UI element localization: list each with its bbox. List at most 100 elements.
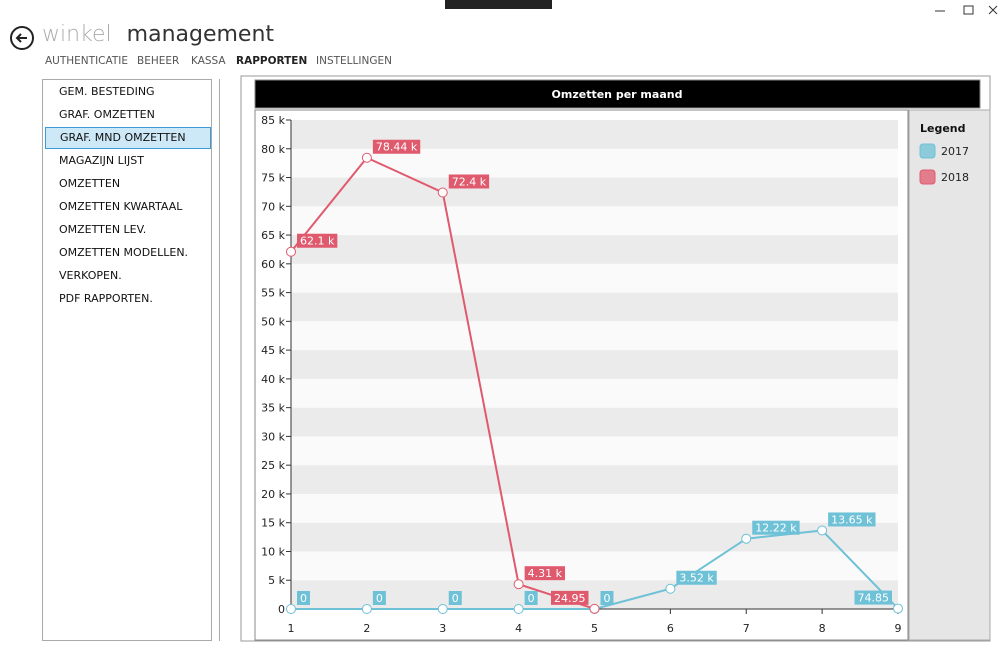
nav-item[interactable]: RAPPORTEN	[236, 55, 308, 67]
data-label-bg	[372, 139, 421, 154]
data-label-bg	[828, 512, 876, 527]
sidebar-item[interactable]: GRAF. MND OMZETTEN	[45, 127, 211, 149]
data-label-group: 4.31 k	[524, 566, 565, 581]
sidebar-item[interactable]: OMZETTEN MODELLEN.	[59, 246, 189, 259]
data-label-group: 0	[600, 591, 614, 605]
grid-band	[291, 206, 898, 236]
y-tick-label: 0	[278, 603, 285, 616]
data-label: 24.95	[554, 592, 586, 605]
back-button[interactable]	[9, 25, 35, 51]
legend-panel	[908, 109, 991, 641]
y-tick-label: 15 k	[261, 517, 285, 530]
y-tick-label: 10 k	[261, 545, 285, 558]
data-label-group: 74.85	[854, 590, 892, 605]
data-label: 74.85	[858, 592, 890, 605]
data-label-group: 78.44 k	[372, 139, 421, 154]
data-point	[361, 152, 372, 163]
data-label-group: 13.65 k	[828, 512, 876, 527]
y-tick-label: 20 k	[261, 488, 285, 501]
grid-band	[291, 292, 898, 322]
data-label-group: 3.52 k	[676, 570, 717, 585]
data-label-bg	[297, 591, 310, 605]
data-label-bg	[448, 591, 462, 605]
legend-label: 2018	[941, 171, 969, 184]
sidebar-item[interactable]: MAGAZIJN LIJST	[59, 154, 144, 167]
x-tick-label: 7	[743, 622, 750, 635]
data-label-bg	[854, 590, 892, 605]
chart-header	[254, 79, 981, 109]
data-label-group: 0	[448, 591, 462, 605]
nav-item[interactable]: KASSA	[191, 55, 226, 67]
grid-band	[291, 522, 898, 552]
data-label-bg	[524, 591, 538, 605]
y-tick-label: 65 k	[261, 229, 285, 242]
nav-item[interactable]: AUTHENTICATIE	[45, 55, 129, 67]
sidebar-item[interactable]: OMZETTEN KWARTAAL	[59, 200, 183, 213]
data-point	[286, 246, 296, 257]
grid-band	[291, 465, 898, 494]
y-tick-label: 25 k	[261, 459, 285, 472]
data-point	[817, 525, 828, 536]
data-point	[741, 533, 752, 544]
grid-band	[291, 493, 898, 523]
sidebar-item[interactable]: GRAF. OMZETTEN	[59, 108, 155, 121]
y-tick-label: 30 k	[261, 430, 285, 443]
grid-band	[291, 436, 898, 466]
grid-band	[291, 551, 898, 581]
data-label-group: 0	[372, 591, 386, 605]
sidebar-item[interactable]: VERKOPEN.	[59, 269, 122, 282]
data-label: 72.4 k	[452, 175, 487, 188]
x-tick-label: 6	[667, 622, 674, 635]
data-label-bg	[372, 591, 386, 605]
data-point	[589, 603, 600, 614]
y-tick-label: 60 k	[261, 258, 285, 271]
y-tick-label: 35 k	[261, 402, 285, 415]
close[interactable]	[988, 5, 998, 15]
legend-label: 2017	[941, 145, 969, 158]
data-label: 78.44 k	[376, 141, 418, 154]
y-tick-label: 45 k	[261, 344, 285, 357]
data-label: 0	[528, 592, 535, 605]
x-tick-label: 2	[363, 622, 370, 635]
y-tick-label: 70 k	[261, 200, 285, 213]
app-title-dark: management	[126, 22, 275, 47]
sidebar-item[interactable]: OMZETTEN	[59, 177, 121, 190]
legend-swatch	[919, 169, 936, 185]
nav-item[interactable]: INSTELLINGEN	[316, 55, 392, 67]
data-label-group: 24.95	[551, 590, 589, 605]
data-label: 0	[376, 592, 383, 605]
grid-band	[291, 235, 898, 264]
grid-band	[291, 378, 898, 408]
data-label: 4.31 k	[528, 567, 563, 580]
data-point	[513, 579, 524, 590]
grid-band	[291, 177, 898, 207]
sidebar-item[interactable]: OMZETTEN LEV.	[59, 223, 147, 236]
legend-swatch	[919, 143, 936, 159]
data-label-group: 72.4 k	[448, 174, 490, 189]
data-point	[437, 604, 448, 614]
y-tick-label: 80 k	[261, 143, 285, 156]
data-label-bg	[752, 520, 800, 535]
y-tick-label: 5 k	[268, 574, 285, 587]
data-label: 12.22 k	[755, 522, 797, 535]
data-label-group: 0	[524, 591, 538, 605]
nav-item[interactable]: BEHEER	[137, 55, 180, 67]
data-label-bg	[524, 566, 565, 581]
data-point	[361, 604, 372, 614]
data-label-bg	[448, 174, 490, 189]
data-point	[286, 604, 296, 614]
data-label-group: 0	[297, 591, 310, 605]
sidebar-item[interactable]: PDF RAPPORTEN.	[59, 292, 153, 305]
divider	[219, 79, 220, 641]
data-label: 0	[604, 592, 611, 605]
x-tick-label: 3	[439, 622, 446, 635]
data-label-bg	[600, 591, 614, 605]
sidebar-item[interactable]: GEM. BESTEDING	[59, 85, 155, 98]
legend-title: Legend	[920, 122, 966, 135]
data-point	[665, 583, 676, 594]
grid-band	[291, 350, 898, 379]
y-tick-label: 55 k	[261, 287, 285, 300]
window-controls	[935, 5, 998, 15]
data-label-group: 62.1 k	[297, 233, 338, 248]
maximize[interactable]	[963, 5, 974, 15]
